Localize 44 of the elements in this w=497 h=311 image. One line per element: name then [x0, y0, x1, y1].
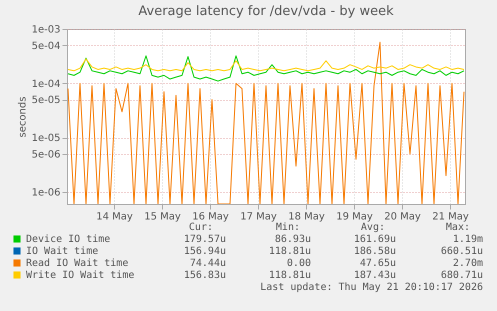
text: Cur: [188, 222, 213, 233]
x-tick-label: 17 May [240, 212, 277, 222]
y-tick-label: 1e-03 [32, 24, 60, 36]
x-tick-label: 18 May [288, 212, 325, 222]
y-axis-title: seconds [18, 96, 29, 138]
text: Avg: [360, 222, 385, 233]
x-tick-label: 14 May [96, 212, 133, 222]
text: 1.19m [452, 234, 483, 245]
y-tick-label: 5e-06 [32, 149, 60, 160]
text: 118.81u [268, 246, 311, 257]
chart-title: Average latency for /dev/vda - by week [138, 4, 394, 19]
text: Last update: Thu May 21 20:10:17 2026 [260, 282, 483, 293]
x-tick-label: 19 May [336, 212, 373, 222]
y-tick-label: 1e-05 [32, 133, 60, 144]
line-series [68, 58, 464, 72]
text: 660.51u [440, 246, 483, 257]
text: 74.44u [190, 258, 226, 269]
text: Max: [446, 222, 470, 233]
text: 161.69u [354, 234, 396, 245]
legend-label: IO Wait time [26, 246, 98, 257]
x-tick-label: 21 May [432, 212, 469, 222]
text: 680.71u [440, 270, 483, 281]
x-tick-label: 15 May [144, 212, 181, 222]
legend-label: Device IO time [26, 234, 110, 245]
legend-label: Read IO Wait time [26, 258, 128, 269]
legend-label: Write IO Wait time [26, 270, 134, 281]
text: 0.00 [286, 258, 311, 269]
text: 179.57u [184, 234, 226, 245]
text: 118.81u [268, 270, 311, 281]
text: 156.83u [184, 270, 226, 281]
y-tick-label: 5e-05 [32, 95, 60, 106]
y-tick-label: 1e-04 [32, 78, 60, 90]
text: 187.43u [354, 270, 396, 281]
text: 86.93u [274, 234, 311, 245]
text: 186.58u [354, 246, 396, 257]
x-tick-label: 20 May [384, 212, 421, 222]
text: 2.70m [452, 258, 483, 269]
x-tick-label: 16 May [192, 212, 229, 222]
line-series [68, 55, 464, 82]
y-tick-label: 1e-06 [32, 187, 60, 198]
text: Min: [276, 222, 300, 233]
y-tick-label: 5e-04 [32, 40, 60, 52]
text: 156.94u [184, 246, 226, 257]
text: 47.65u [360, 258, 396, 269]
